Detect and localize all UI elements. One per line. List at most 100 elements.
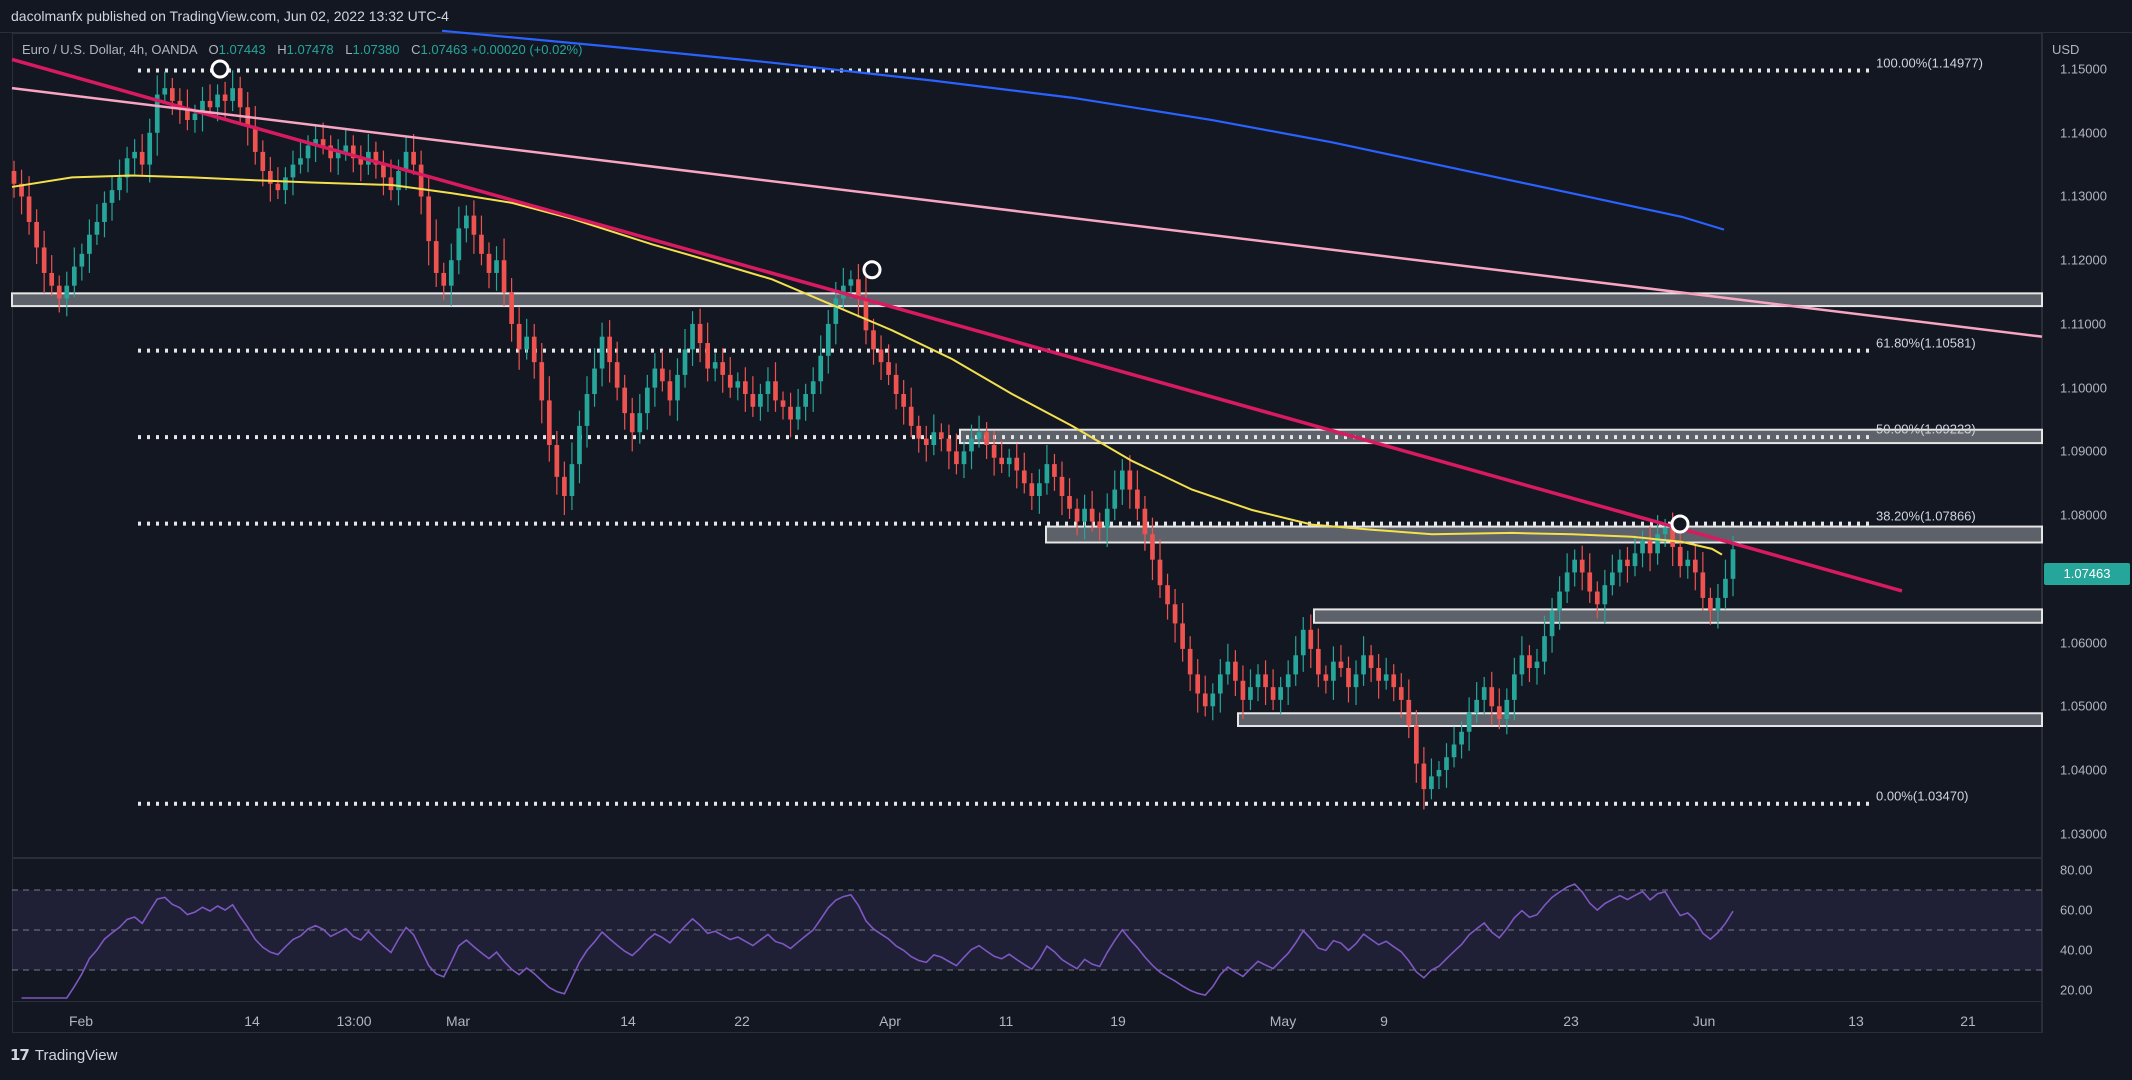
candle-body [1300, 629, 1306, 656]
time-tick-label: 13 [1848, 1013, 1864, 1029]
candle-body [486, 253, 492, 273]
candle-body [222, 94, 228, 101]
candle-body [539, 362, 545, 401]
candle-body [433, 241, 439, 273]
candle-body [494, 260, 499, 273]
time-tick-label: 14 [620, 1013, 636, 1029]
candle-body [1414, 725, 1419, 764]
candle-body [1685, 559, 1691, 567]
candle-body [1429, 776, 1434, 790]
candle-body [1594, 591, 1600, 605]
candle-body [863, 298, 869, 331]
candle-body [1202, 693, 1208, 707]
time-tick-label: 11 [998, 1013, 1014, 1029]
time-tick-label: 19 [1110, 1013, 1126, 1029]
candle-body [1700, 572, 1706, 598]
symbol-legend[interactable]: Euro / U.S. Dollar, 4h, OANDA O1.07443 H… [22, 42, 582, 57]
candle-body [1233, 661, 1238, 681]
time-tick-label: 23 [1563, 1013, 1579, 1029]
candle-body [607, 336, 612, 363]
time-tick-label: 22 [734, 1013, 750, 1029]
price-tick-label: 1.15000 [2060, 61, 2107, 77]
close-value: 1.07463 [420, 42, 468, 57]
candle-body [644, 387, 650, 414]
rsi-tick-label: 80.00 [2060, 862, 2093, 878]
candle-body [735, 381, 741, 388]
candle-body [1421, 763, 1427, 790]
candle-body [41, 247, 47, 273]
candle-body [132, 151, 137, 159]
candle-body [1512, 674, 1517, 700]
fib-level-label: 100.00%(1.14977) [1876, 55, 1983, 70]
price-tick-label: 1.05000 [2060, 698, 2107, 714]
time-tick-label: 14 [244, 1013, 260, 1029]
candle-body [1391, 674, 1397, 688]
candle-body [848, 279, 854, 286]
currency-label[interactable]: USD [2052, 42, 2080, 57]
candle-body [622, 387, 628, 414]
candle-body [984, 432, 989, 445]
candle-body [856, 279, 861, 299]
candle-body [1346, 668, 1351, 688]
rsi-tick-label: 20.00 [2060, 982, 2093, 998]
candle-body [185, 107, 190, 121]
sr-zone [1237, 712, 2043, 728]
candle-body [1459, 731, 1464, 745]
candle-body [26, 196, 32, 222]
candle-body [1519, 655, 1525, 675]
candle-body [207, 100, 213, 108]
candle-body [1263, 674, 1268, 688]
swing-point-marker [210, 59, 230, 79]
candle-body [1338, 661, 1344, 669]
candle-body [1014, 457, 1020, 471]
candle-body [1549, 610, 1555, 637]
candle-body [169, 88, 175, 101]
trend-line-red [11, 57, 1903, 593]
price-tick-label: 1.14000 [2060, 125, 2107, 141]
candle-body [788, 406, 793, 420]
price-tick-label: 1.08000 [2060, 507, 2107, 523]
candle-body [275, 183, 281, 191]
candle-body [569, 464, 575, 496]
candle-body [230, 88, 235, 101]
candle-body [916, 425, 922, 439]
ma-short-line [11, 174, 1723, 556]
candle-body [19, 183, 24, 197]
candle-body [1617, 559, 1623, 573]
candle-body [675, 374, 680, 401]
candle-body [1632, 553, 1638, 567]
candle-body [1255, 674, 1261, 688]
candle-body [1172, 604, 1178, 624]
candle-body [237, 88, 243, 108]
candle-body [577, 425, 582, 465]
candle-body [939, 432, 944, 439]
candle-body [396, 171, 401, 191]
candle-body [11, 171, 17, 184]
last-price-badge: 1.07463 [2044, 563, 2130, 585]
time-tick-label: Mar [445, 1013, 471, 1029]
candle-body [969, 438, 974, 452]
candle-body [411, 151, 416, 165]
candle-body [1474, 699, 1479, 713]
candle-body [1670, 527, 1676, 547]
price-tick-label: 1.03000 [2060, 826, 2107, 842]
rsi-pane-separator[interactable] [12, 857, 2042, 859]
tradingview-footer[interactable]: 𝟭𝟳 TradingView [10, 1046, 117, 1064]
candle-body [1723, 578, 1728, 598]
candle-body [1097, 521, 1103, 528]
candle-body [87, 234, 92, 254]
candle-body [1240, 680, 1246, 700]
candle-body [1180, 623, 1185, 649]
candle-body [1572, 559, 1578, 573]
ma-long-line [441, 29, 1725, 231]
candle-body [381, 164, 386, 178]
candle-body [1248, 687, 1253, 700]
candle-body [1293, 655, 1299, 675]
candle-body [94, 221, 100, 235]
time-tick-label: 21 [1960, 1013, 1976, 1029]
candle-body [343, 145, 349, 152]
candle-body [682, 349, 688, 375]
candle-body [441, 272, 447, 286]
close-label: C [411, 42, 421, 57]
